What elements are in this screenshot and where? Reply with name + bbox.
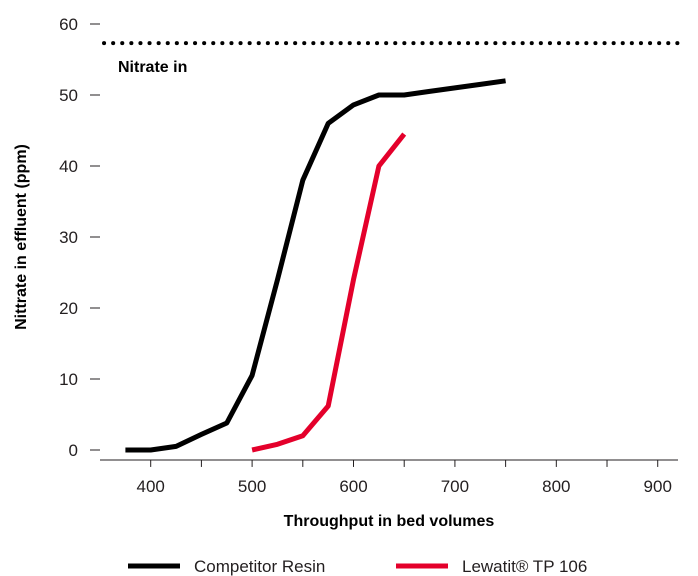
y-tick-label: 50 [59, 86, 78, 105]
y-tick-label: 30 [59, 228, 78, 247]
x-tick-label: 500 [238, 477, 266, 496]
y-tick-label: 40 [59, 157, 78, 176]
nitrate-in-label: Nitrate in [118, 59, 187, 76]
y-tick-label: 60 [59, 15, 78, 34]
x-tick-label: 600 [339, 477, 367, 496]
x-tick-label: 400 [137, 477, 165, 496]
x-axis-title: Throughput in bed volumes [284, 513, 495, 530]
y-tick-label: 10 [59, 370, 78, 389]
y-tick-label: 0 [69, 441, 78, 460]
y-axis: 0 10 20 30 40 50 60 [59, 15, 100, 460]
y-tick-label: 20 [59, 299, 78, 318]
legend-label-lewatit-tp-106: Lewatit® TP 106 [462, 557, 587, 576]
legend: Competitor Resin Lewatit® TP 106 [128, 557, 587, 576]
y-axis-title: Nittrate in effluent (ppm) [13, 144, 30, 330]
series-line-1 [251, 132, 407, 453]
x-tick-label: 800 [542, 477, 570, 496]
legend-label-competitor-resin: Competitor Resin [194, 557, 325, 576]
series-layer [125, 78, 506, 453]
x-axis: 400 500 600 700 800 900 [100, 459, 678, 496]
x-tick-label: 700 [441, 477, 469, 496]
series-line-0 [125, 78, 506, 453]
x-tick-label: 900 [644, 477, 672, 496]
